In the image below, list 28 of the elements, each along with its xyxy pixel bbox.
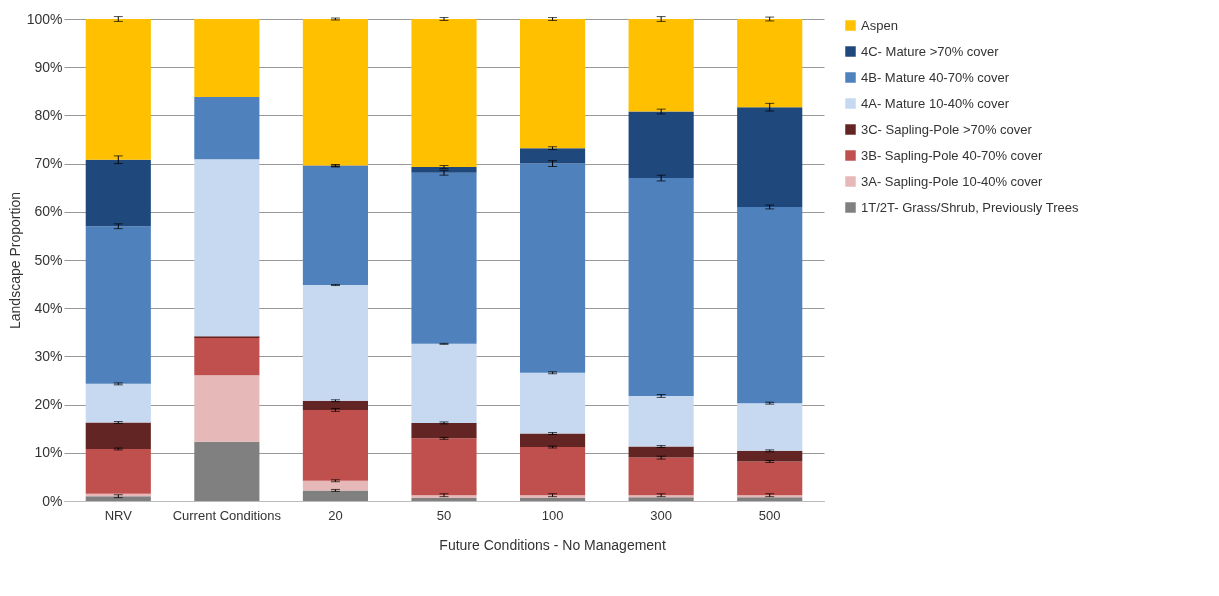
legend-label: 3B- Sapling-Pole 40-70% cover <box>861 147 1044 163</box>
legend-label: 1T/2T- Grass/Shrub, Previously Trees <box>861 199 1079 215</box>
y-tick-label: 60% <box>34 203 63 220</box>
y-tick-label: 100% <box>26 10 63 27</box>
x-tick-label: 50 <box>436 507 452 523</box>
y-tick-label: 10% <box>34 444 63 461</box>
y-tick-label: 70% <box>34 155 63 172</box>
x-tick-label: 300 <box>650 507 672 523</box>
legend-label: Aspen <box>861 17 898 33</box>
y-tick-label: 90% <box>34 58 63 75</box>
y-axis-title: Landscape Proportion <box>6 192 23 329</box>
x-tick-label: NRV <box>104 507 133 523</box>
legend-label: 4A- Mature 10-40% cover <box>861 95 1010 111</box>
y-tick-label: 30% <box>34 347 63 364</box>
y-tick-label: 20% <box>34 396 63 413</box>
legend-label: 3C- Sapling-Pole >70% cover <box>861 121 1033 137</box>
x-tick-label: 20 <box>328 507 343 523</box>
y-tick-label: 50% <box>34 251 63 268</box>
text: Future Conditions - No Management <box>439 537 666 553</box>
y-tick-label: 40% <box>34 299 63 316</box>
y-tick-label: 80% <box>34 106 63 123</box>
x-tick-label: Current Conditions <box>172 507 282 523</box>
x-tick-label: 100 <box>541 507 564 523</box>
legend-label: 4B- Mature 40-70% cover <box>861 69 1010 85</box>
y-tick-label: 0% <box>42 492 63 509</box>
x-tick-label: 500 <box>758 507 781 523</box>
legend-label: 3A- Sapling-Pole 10-40% cover <box>861 173 1044 189</box>
legend-label: 4C- Mature >70% cover <box>861 43 1000 59</box>
